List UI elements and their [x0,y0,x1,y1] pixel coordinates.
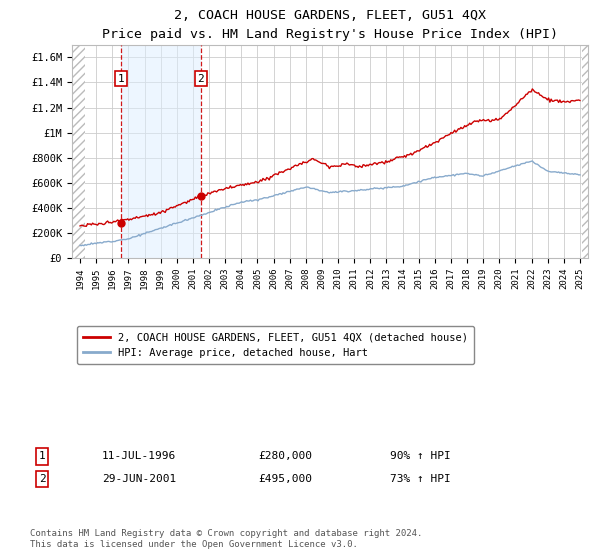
Title: 2, COACH HOUSE GARDENS, FLEET, GU51 4QX
Price paid vs. HM Land Registry's House : 2, COACH HOUSE GARDENS, FLEET, GU51 4QX … [102,9,558,41]
Text: Contains HM Land Registry data © Crown copyright and database right 2024.
This d: Contains HM Land Registry data © Crown c… [30,529,422,549]
Text: 2: 2 [38,474,46,484]
Bar [121,45,201,258]
Text: 2: 2 [197,74,204,83]
Text: 29-JUN-2001: 29-JUN-2001 [102,474,176,484]
Text: £495,000: £495,000 [258,474,312,484]
Text: 1: 1 [118,74,124,83]
Text: 1: 1 [38,451,46,461]
Text: 11-JUL-1996: 11-JUL-1996 [102,451,176,461]
Text: 73% ↑ HPI: 73% ↑ HPI [390,474,451,484]
Legend: 2, COACH HOUSE GARDENS, FLEET, GU51 4QX (detached house), HPI: Average price, de: 2, COACH HOUSE GARDENS, FLEET, GU51 4QX … [77,326,474,364]
Text: 90% ↑ HPI: 90% ↑ HPI [390,451,451,461]
Text: £280,000: £280,000 [258,451,312,461]
